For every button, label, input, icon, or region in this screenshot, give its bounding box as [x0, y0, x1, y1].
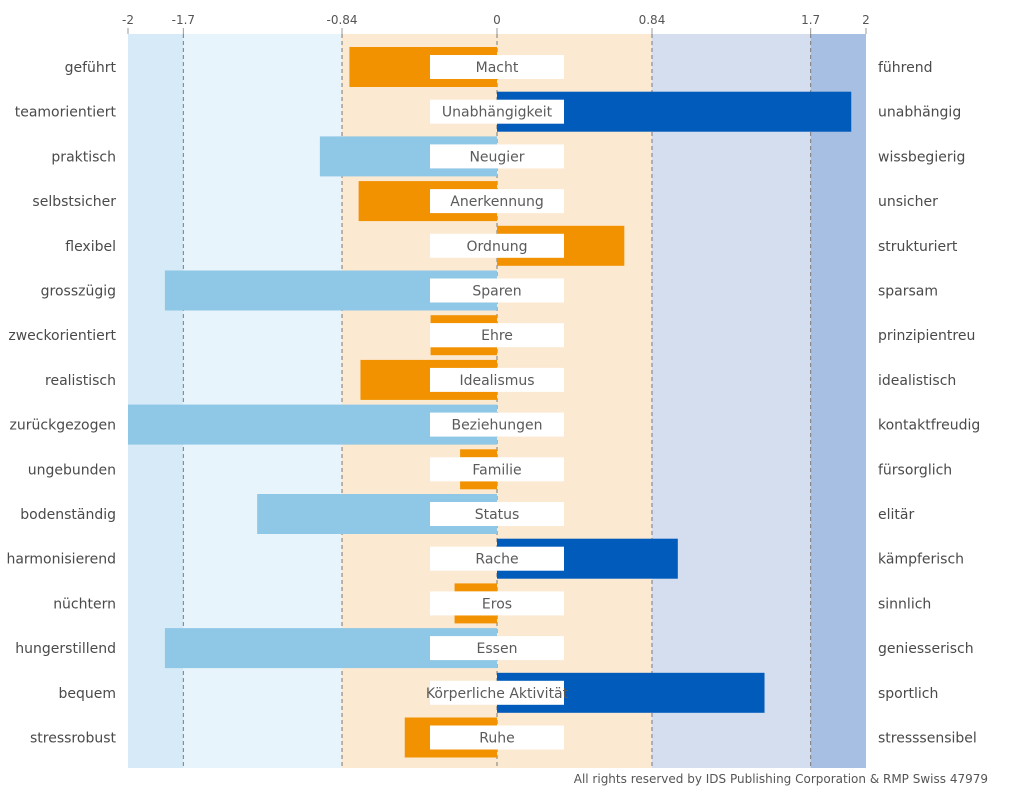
motive-label: Eros [482, 596, 512, 612]
tick-label: -1.7 [172, 13, 195, 27]
bar [454, 583, 497, 592]
bar [430, 315, 497, 324]
right-pole-label: kontaktfreudig [878, 418, 980, 434]
motive-label-box [430, 591, 564, 616]
left-pole-label: flexibel [65, 239, 116, 255]
bar [460, 449, 497, 458]
motive-label: Idealismus [459, 373, 534, 389]
motive-label-box [430, 189, 564, 214]
background-zones [128, 34, 866, 768]
motive-label-box [430, 278, 564, 303]
motive-label-box [430, 457, 564, 482]
right-pole-label: sportlich [878, 686, 938, 702]
motive-label: Familie [472, 462, 521, 478]
row-labels: Macht geführt führend Unabhängigkeit teamori… [6, 55, 980, 750]
right-pole-label: wissbegierig [878, 149, 965, 165]
motive-label-box [430, 323, 564, 348]
tick-label: 2 [862, 13, 870, 27]
motive-label: Sparen [472, 284, 521, 300]
tick-label: 1.7 [801, 13, 820, 27]
motive-label: Macht [476, 60, 519, 76]
copyright-notice: All rights reserved by IDS Publishing Co… [573, 772, 988, 786]
motive-label: Rache [475, 552, 518, 568]
left-pole-label: stressrobust [30, 731, 117, 747]
left-pole-label: bequem [58, 686, 116, 702]
motive-label: Beziehungen [451, 418, 542, 434]
left-pole-label: hungerstillend [15, 641, 116, 657]
right-pole-label: prinzipientreu [878, 328, 975, 344]
motive-label-box [430, 99, 564, 124]
right-pole-label: fürsorglich [878, 462, 952, 478]
right-pole-label: unsicher [878, 194, 938, 210]
motive-label: Körperliche Aktivität [426, 686, 569, 702]
left-pole-label: zurückgezogen [10, 418, 116, 434]
motive-label: Essen [477, 641, 518, 657]
bar [454, 615, 497, 624]
motive-label-box [430, 367, 564, 392]
left-pole-label: harmonisierend [6, 552, 116, 568]
left-pole-label: nüchtern [53, 596, 116, 612]
right-pole-label: strukturiert [878, 239, 958, 255]
left-pole-label: ungebunden [28, 462, 116, 478]
right-pole-label: idealistisch [878, 373, 956, 389]
tick-label: 0 [493, 13, 501, 27]
bar [460, 481, 497, 490]
motive-label: Anerkennung [450, 194, 543, 210]
left-pole-label: geführt [65, 60, 117, 76]
motive-label: Ruhe [479, 731, 514, 747]
right-pole-label: führend [878, 60, 933, 76]
zone-band-4 [810, 34, 866, 768]
bar [430, 347, 497, 356]
right-pole-label: geniesserisch [878, 641, 974, 657]
motive-label-box [430, 680, 564, 705]
right-pole-label: sinnlich [878, 596, 931, 612]
motive-label: Unabhängigkeit [442, 105, 553, 121]
right-pole-label: kämpferisch [878, 552, 964, 568]
motive-label-box [430, 233, 564, 258]
tick-label: 0.84 [639, 13, 666, 27]
left-pole-label: selbstsicher [32, 194, 116, 210]
zone-band-3 [651, 34, 811, 768]
motive-label-box [430, 412, 564, 437]
motive-label: Ordnung [467, 239, 528, 255]
motive-label-box [430, 636, 564, 661]
left-pole-label: teamorientiert [15, 105, 117, 121]
left-pole-label: zweckorientiert [8, 328, 116, 344]
motive-label-box [430, 725, 564, 750]
motive-label: Status [475, 507, 520, 523]
motive-label: Neugier [469, 149, 524, 165]
left-pole-label: grosszügig [41, 284, 116, 300]
motive-label-box [430, 144, 564, 169]
right-pole-label: unabhängig [878, 105, 961, 121]
motive-label: Ehre [481, 328, 513, 344]
left-pole-label: praktisch [51, 149, 116, 165]
right-pole-label: sparsam [878, 284, 938, 300]
motive-label-box [430, 502, 564, 526]
left-pole-label: bodenständig [20, 507, 116, 523]
motive-label-box [430, 546, 564, 571]
left-pole-label: realistisch [45, 373, 116, 389]
right-pole-label: stresssensibel [878, 731, 977, 747]
motive-label-box [430, 55, 564, 79]
tick-label: -2 [122, 13, 134, 27]
right-pole-label: elitär [878, 507, 914, 523]
axis-tick-labels: -2 -1.7 -0.84 0 0.84 1.7 2 [122, 13, 870, 34]
tick-label: -0.84 [326, 13, 357, 27]
